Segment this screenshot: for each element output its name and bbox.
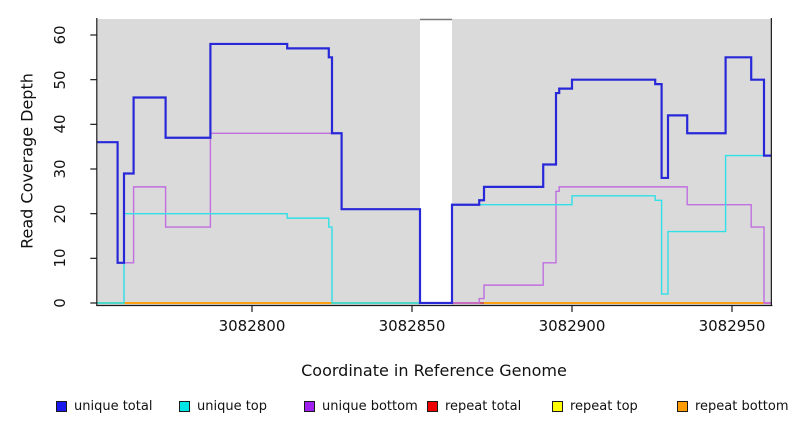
legend-label: repeat bottom: [695, 398, 789, 414]
legend-item-unique-total: unique total: [56, 398, 153, 414]
legend-item-repeat-bottom: repeat bottom: [677, 398, 789, 414]
legend-swatch: [427, 400, 438, 412]
legend-item-repeat-top: repeat top: [552, 398, 638, 414]
series-line-unique-bottom: [96, 132, 772, 304]
legend-swatch: [304, 400, 315, 412]
series-layer: [96, 42, 772, 305]
y-tick-label: 50: [51, 70, 69, 90]
legend-label: unique total: [74, 398, 153, 414]
x-axis-title: Coordinate in Reference Genome: [301, 361, 567, 380]
y-tick-label: 40: [51, 114, 69, 134]
series-line-unique-total: [96, 42, 772, 305]
legend-swatch: [179, 400, 190, 412]
legend-swatch: [552, 400, 563, 412]
x-tick-label: 3082900: [538, 317, 606, 335]
legend-label: repeat top: [570, 398, 638, 414]
y-tick-label: 10: [51, 248, 69, 268]
y-tick-label: 30: [51, 159, 69, 179]
legend-swatch: [56, 400, 67, 412]
x-tick-label: 3082950: [698, 317, 766, 335]
legend-item-unique-top: unique top: [179, 398, 268, 414]
y-tick-label: 60: [51, 25, 69, 45]
legend-label: unique top: [197, 398, 268, 414]
legend-label: repeat total: [445, 398, 522, 414]
legend-label: unique bottom: [322, 398, 418, 414]
y-tick-label: 20: [51, 204, 69, 224]
y-axis-title: Read Coverage Depth: [17, 73, 37, 249]
series-line-unique-top: [96, 154, 772, 304]
y-tick-label: 0: [51, 298, 69, 308]
panel-background-left: [96, 19, 421, 306]
legend-item-repeat-total: repeat total: [427, 398, 522, 414]
legend-item-unique-bottom: unique bottom: [304, 398, 418, 414]
legend-swatch: [677, 400, 688, 412]
x-tick-label: 3082800: [218, 317, 286, 335]
x-tick-label: 3082850: [378, 317, 446, 335]
panel-background-right: [452, 19, 772, 306]
